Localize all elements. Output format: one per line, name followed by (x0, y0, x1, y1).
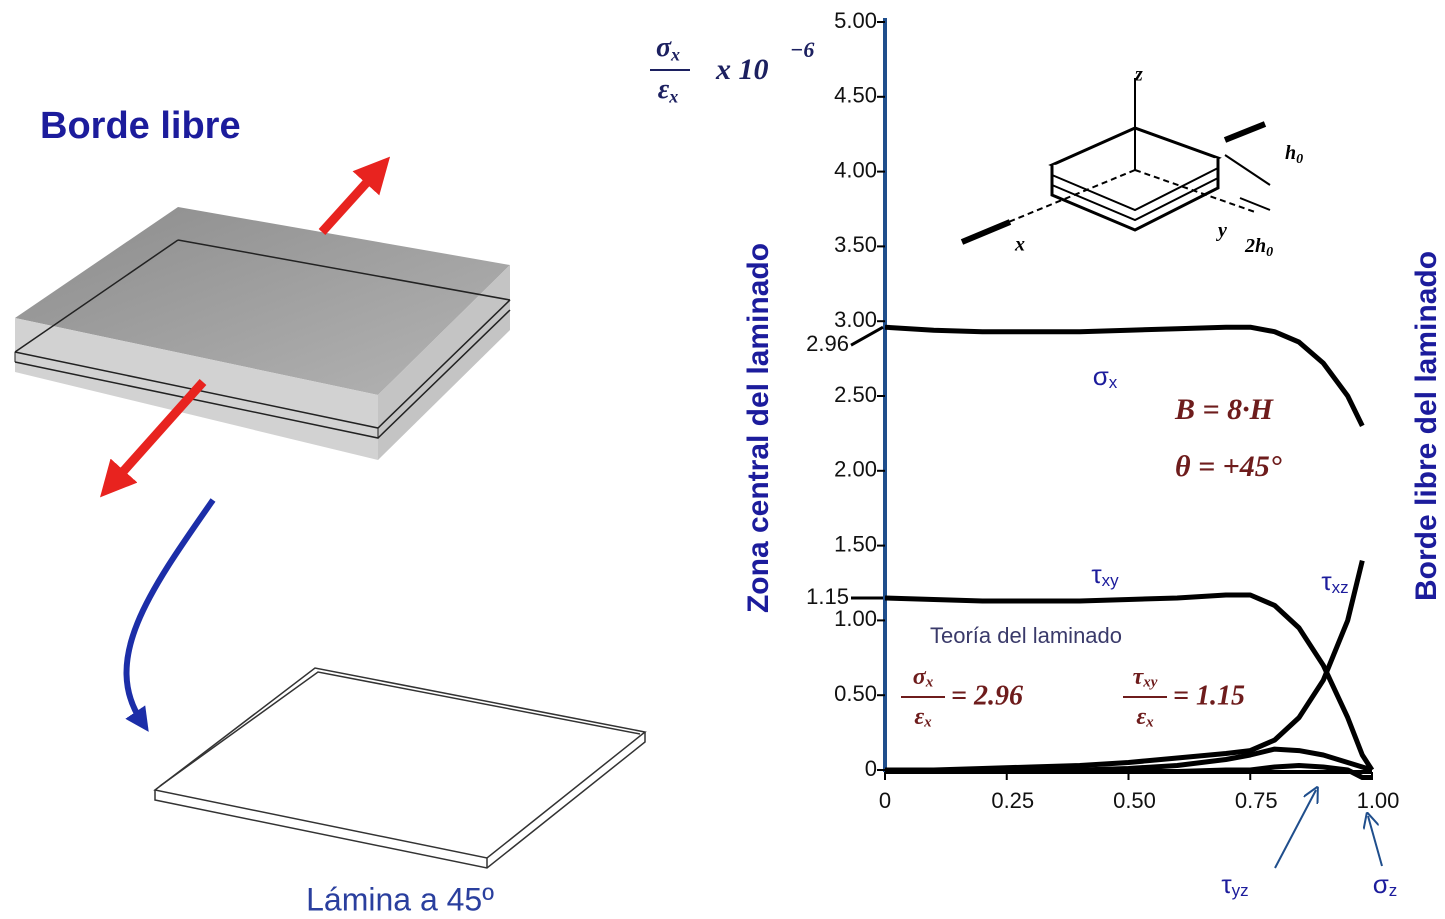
series-label: τxy (1091, 559, 1119, 591)
y-label-numerator: σx (656, 32, 680, 64)
formula-numerator: τxy (1133, 664, 1158, 691)
inset-shape (1225, 155, 1270, 185)
x-tick-label: 0.50 (1113, 788, 1156, 813)
y-tick-label: 4.00 (834, 157, 877, 182)
y-tick-label: 0.50 (834, 681, 877, 706)
theory-label: Teoría del laminado (930, 623, 1122, 648)
y-tick-label: 2.00 (834, 457, 877, 482)
y-tick-label: 0 (865, 756, 877, 781)
parameter: B = 8·H (1174, 393, 1275, 426)
inset-label: h0 (1285, 142, 1303, 168)
y-tick-label: 4.50 (834, 83, 877, 108)
series-line (885, 561, 1362, 770)
load-arrow (322, 170, 378, 232)
y-tick-label: 2.50 (834, 382, 877, 407)
marked-value-label: 2.96 (806, 331, 849, 356)
y-label-exponent: −6 (790, 37, 814, 62)
plate-caption: Lámina a 45º (306, 881, 494, 917)
inset-shape (1225, 124, 1265, 140)
label-pointer (1368, 816, 1382, 866)
chart: 0 0.50 1.00 1.50 2.00 2.50 3.00 3.50 4.00 4.50 5.0… (650, 8, 1443, 901)
page-title: Borde libre (40, 105, 241, 147)
inset-label: x (1014, 234, 1025, 256)
inset-label: 2h0 (1244, 235, 1273, 261)
y-tick-label: 1.50 (834, 531, 877, 556)
y-label-denominator: εx (658, 74, 678, 106)
page: Borde libre Lámina a 45º 0 0.50 1.00 1.50 2.… (0, 0, 1445, 919)
formula-denominator: εx (1136, 704, 1154, 731)
series-label: τyz (1221, 869, 1248, 901)
formula-value: = 2.96 (951, 680, 1023, 711)
inset-diagram: z x y h0 2h0 (960, 64, 1303, 261)
formula-numerator: σx (913, 664, 934, 691)
series-line (885, 327, 1362, 426)
series-label: σx (1093, 361, 1118, 393)
left-side-label: Zona central del laminado (742, 243, 775, 613)
y-tick-label: 3.50 (834, 232, 877, 257)
x-tick-label: 1.00 (1357, 788, 1400, 813)
inset-label: z (1134, 64, 1143, 86)
formula-value: = 1.15 (1173, 680, 1245, 711)
laminate-illustration (15, 207, 510, 460)
formula-denominator: εx (914, 704, 932, 731)
transition-arrow (127, 500, 213, 722)
series-label: τxz (1321, 566, 1348, 598)
x-tick-label: 0.75 (1235, 788, 1278, 813)
marked-value-label: 1.15 (806, 584, 849, 609)
label-pointer (1275, 790, 1316, 868)
lamina-illustration (155, 668, 645, 868)
series-label: σz (1373, 869, 1398, 901)
right-side-label: Borde libre del laminado (1410, 251, 1443, 601)
inset-shape (962, 222, 1010, 242)
y-tick-label: 5.00 (834, 8, 877, 33)
parameter: θ = +45° (1175, 450, 1282, 483)
y-label-multiplier: x 10 (715, 53, 769, 86)
inset-label: y (1216, 220, 1227, 242)
y-tick-label: 1.00 (834, 606, 877, 631)
y-tick-label: 3.00 (834, 307, 877, 332)
x-tick-label: 0 (879, 788, 891, 813)
x-tick-label: 0.25 (991, 788, 1034, 813)
